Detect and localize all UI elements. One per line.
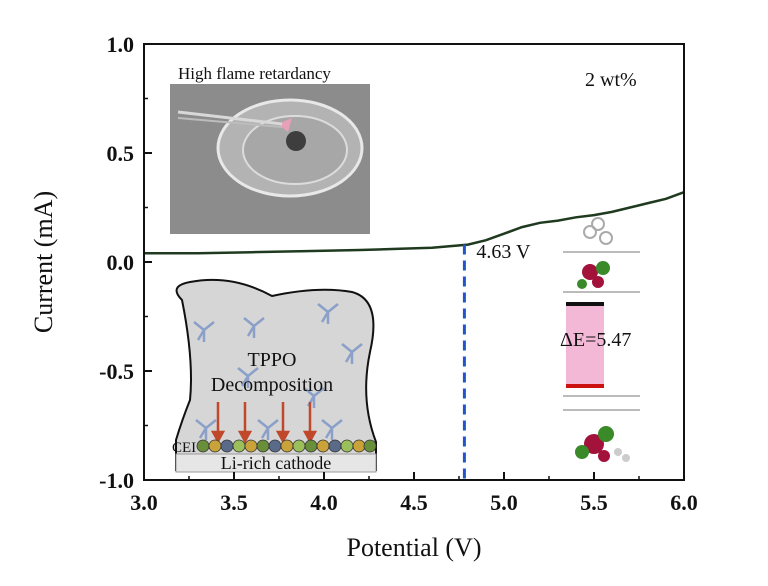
schematic-process-label: Decomposition bbox=[211, 374, 333, 396]
inset-photo: High flame retardancy bbox=[170, 64, 370, 234]
schematic-additive-label: TPPO bbox=[248, 349, 297, 371]
cei-particles bbox=[196, 439, 377, 453]
y-tick-label: -0.5 bbox=[99, 359, 134, 384]
x-tick-label: 6.0 bbox=[670, 490, 698, 515]
schematic-interphase-label: CEI bbox=[172, 440, 196, 456]
y-axis: 1.0 0.5 0.0 -0.5 -1.0 bbox=[99, 32, 152, 493]
x-tick-label: 4.5 bbox=[400, 490, 428, 515]
energy-gap-label: ΔE=5.47 bbox=[560, 329, 631, 351]
x-tick-label: 5.0 bbox=[490, 490, 518, 515]
inset-photo-caption: High flame retardancy bbox=[178, 64, 331, 83]
y-tick-label: 0.0 bbox=[107, 250, 135, 275]
y-tick-label: 1.0 bbox=[107, 32, 135, 57]
decomposition-arrows bbox=[210, 402, 318, 444]
schematic-electrode-label: Li-rich cathode bbox=[221, 453, 331, 473]
tppo-molecule-icons bbox=[193, 303, 363, 440]
x-tick-label: 3.0 bbox=[130, 490, 158, 515]
energy-level-lines bbox=[563, 251, 640, 411]
orbital-top-icon bbox=[577, 261, 610, 289]
molecule-top-icon bbox=[583, 217, 613, 245]
energy-gap-fill bbox=[566, 306, 604, 384]
x-axis: 3.0 3.5 4.0 4.5 5.0 5.5 6.0 bbox=[130, 472, 698, 515]
concentration-label: 2 wt% bbox=[585, 69, 637, 91]
y-tick-label: 0.5 bbox=[107, 141, 135, 166]
x-tick-label: 3.5 bbox=[220, 490, 248, 515]
x-tick-label: 5.5 bbox=[580, 490, 608, 515]
y-axis-title: Current (mA) bbox=[29, 191, 58, 333]
y-tick-label: -1.0 bbox=[99, 468, 134, 493]
inset-energy-diagram: ΔE=5.47 bbox=[560, 217, 640, 462]
onset-potential-label: 4.63 V bbox=[476, 241, 531, 263]
inset-schematic: TPPO Decomposition CEI Li-rich bbox=[172, 278, 377, 473]
x-tick-label: 4.0 bbox=[310, 490, 338, 515]
orbital-bottom-icon bbox=[575, 426, 630, 462]
x-axis-title: Potential (V) bbox=[346, 533, 481, 562]
series-line bbox=[144, 191, 685, 255]
